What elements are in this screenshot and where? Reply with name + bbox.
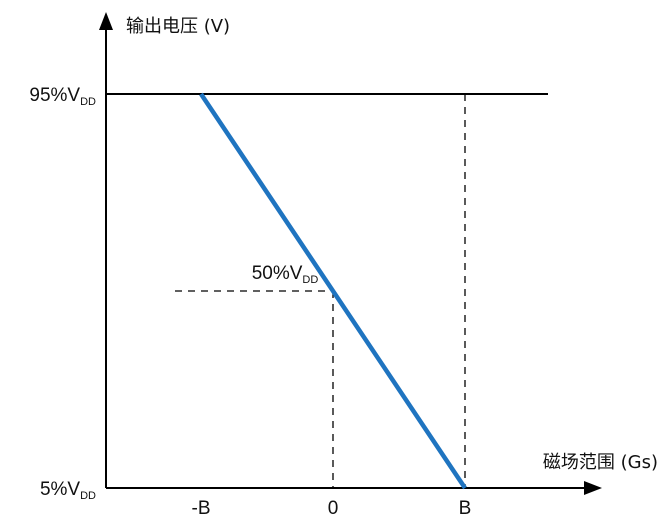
annotation-label-0-value: 50%V: [252, 263, 303, 284]
annotation-label-0-subscript: DD: [302, 274, 318, 286]
x-axis-arrow: [584, 481, 602, 495]
x-tick-label-2: B: [459, 498, 472, 519]
series-layer: [199, 92, 467, 490]
reference-lines: [106, 93, 548, 488]
y-tick-label-1: 95%VDD: [29, 85, 96, 108]
annotation-label-0: 50%VDD: [252, 263, 319, 286]
y-tick-label-1-value: 95%V: [29, 85, 80, 106]
y-tick-label-0: 5%VDD: [40, 479, 96, 502]
series-line-0: [199, 92, 467, 490]
y-tick-label-0-subscript: DD: [80, 490, 96, 502]
x-tick-label-1: 0: [328, 498, 339, 519]
x-axis-title: 磁场范围 (Gs): [543, 452, 658, 473]
y-axis-arrow: [99, 12, 113, 30]
x-tick-label-0: -B: [192, 498, 211, 519]
y-tick-label-1-subscript: DD: [80, 96, 96, 108]
axes: [99, 12, 602, 495]
y-axis-title: 输出电压 (V): [126, 16, 230, 37]
y-tick-label-0-value: 5%V: [40, 479, 80, 500]
